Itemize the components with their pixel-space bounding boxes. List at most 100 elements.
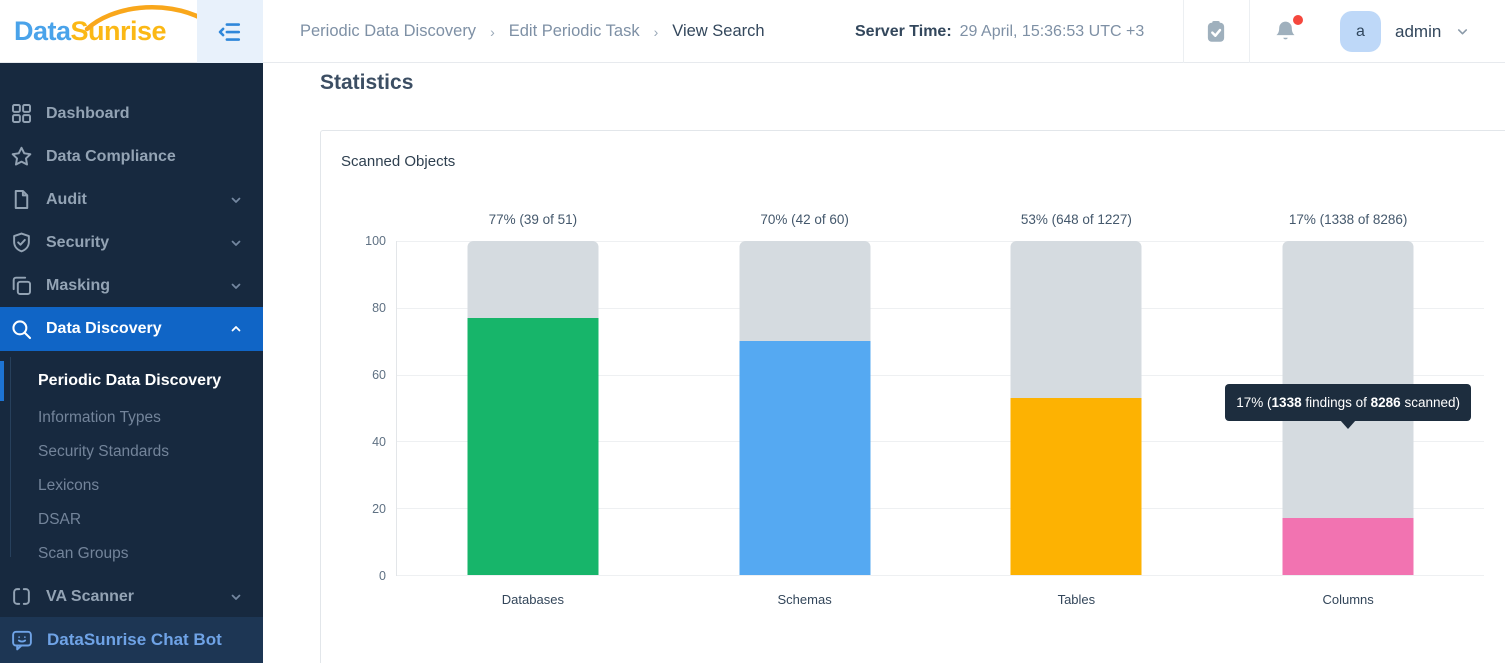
y-axis-tick-label: 60	[372, 368, 386, 382]
sidebar-subitem-scan-groups[interactable]: Scan Groups	[0, 537, 263, 571]
bar-column-tables: 53% (648 of 1227) Tables	[941, 212, 1213, 607]
bar-track[interactable]	[467, 241, 599, 575]
tooltip-text: scanned)	[1400, 395, 1460, 410]
clipboard-check-icon	[1207, 20, 1225, 42]
sidebar-subitem-security-standards[interactable]: Security Standards	[0, 435, 263, 469]
gridline	[397, 441, 1484, 443]
gridline	[397, 307, 1484, 309]
bar-category-label: Schemas	[777, 592, 832, 607]
sidebar-item-security[interactable]: Security	[0, 221, 263, 264]
sidebar-subitem-periodic-data-discovery[interactable]: Periodic Data Discovery	[0, 361, 263, 401]
tooltip-text: findings of	[1301, 395, 1371, 410]
chart-title: Scanned Objects	[341, 153, 456, 170]
sidebar-subitem-dsar[interactable]: DSAR	[0, 503, 263, 537]
sidebar-item-va-scanner[interactable]: VA Scanner	[0, 575, 263, 618]
bar-track[interactable]	[739, 241, 871, 575]
sidebar-item-audit[interactable]: Audit	[0, 178, 263, 221]
chat-bot-icon	[12, 630, 32, 651]
chevron-up-icon	[231, 326, 241, 332]
breadcrumb-periodic-data-discovery[interactable]: Periodic Data Discovery	[300, 22, 477, 40]
submenu-indent-guide	[10, 357, 11, 557]
search-icon	[12, 319, 32, 339]
sidebar-item-label: Audit	[46, 190, 87, 208]
sidebar-item-label: Data Compliance	[46, 147, 176, 165]
data-discovery-submenu: Periodic Data Discovery Information Type…	[0, 351, 263, 575]
bar-column-databases: 77% (39 of 51) Databases	[397, 212, 669, 607]
scanner-brackets-icon	[13, 588, 30, 605]
sidebar-item-label: Data Discovery	[46, 320, 162, 337]
bar-value-label: 77% (39 of 51)	[488, 212, 578, 227]
notifications-button[interactable]	[1253, 0, 1317, 63]
sidebar-subitem-information-types[interactable]: Information Types	[0, 401, 263, 435]
datasunrise-logo[interactable]: DataSunrise	[14, 16, 167, 47]
bar-fill[interactable]	[1010, 397, 1142, 575]
avatar[interactable]: a	[1340, 11, 1381, 52]
sidebar-item-label: Security	[46, 233, 110, 251]
breadcrumb-edit-periodic-task[interactable]: Edit Periodic Task	[508, 22, 640, 40]
topbar-divider	[1183, 0, 1184, 63]
bell-icon	[1276, 21, 1294, 40]
sidebar: Dashboard Data Compliance Audit Securi	[0, 63, 263, 663]
y-axis-tick-label: 20	[372, 502, 386, 516]
bar-fill[interactable]	[467, 317, 599, 575]
bar-column-columns: 17% (1338 of 8286) Columns 17% (1338 fin…	[1212, 212, 1484, 607]
bar-category-label: Columns	[1322, 592, 1374, 607]
subitem-label: Periodic Data Discovery	[38, 372, 222, 389]
sidebar-item-data-discovery[interactable]: Data Discovery	[0, 307, 263, 351]
breadcrumb-separator-icon: ›	[653, 23, 659, 40]
server-time-label: Server Time:	[855, 22, 952, 40]
sidebar-item-dashboard[interactable]: Dashboard	[0, 92, 263, 135]
document-icon	[14, 190, 29, 209]
gridline	[397, 575, 1484, 576]
bar-category-label: Databases	[501, 592, 564, 607]
sidebar-collapse-button[interactable]	[197, 0, 263, 63]
bar-fill[interactable]	[1282, 518, 1414, 575]
chart-plot: 77% (39 of 51) Databases 70% (42 of 60) …	[396, 212, 1484, 607]
chevron-down-icon	[1458, 29, 1468, 35]
sidebar-item-label: Dashboard	[46, 104, 130, 122]
dashboard-grid-icon	[12, 104, 31, 123]
mask-layers-icon	[12, 276, 31, 295]
subitem-label: Security Standards	[38, 443, 169, 460]
y-axis-tick-label: 100	[365, 234, 386, 248]
gridline	[397, 241, 1484, 242]
user-name: admin	[1395, 21, 1442, 41]
sidebar-item-data-compliance[interactable]: Data Compliance	[0, 135, 263, 178]
bar-value-label: 53% (648 of 1227)	[1020, 212, 1132, 227]
notification-dot	[1293, 15, 1303, 25]
sidebar-subitem-lexicons[interactable]: Lexicons	[0, 469, 263, 503]
sidebar-item-label: Masking	[46, 276, 111, 294]
subitem-label: Lexicons	[38, 477, 100, 494]
user-menu[interactable]: a admin	[1340, 0, 1470, 63]
chart-y-axis: 0 20 40 60 80 100	[321, 234, 386, 583]
logo-text-sunrise: Sunrise	[70, 16, 167, 46]
gridline	[397, 374, 1484, 376]
y-axis-tick-label: 80	[372, 301, 386, 315]
chevron-down-icon	[231, 197, 241, 203]
subitem-label: DSAR	[38, 511, 82, 528]
bar-category-label: Tables	[1057, 592, 1096, 607]
server-time-value: 29 April, 15:36:53 UTC +3	[959, 22, 1145, 40]
avatar-letter: a	[1356, 22, 1365, 40]
y-axis-tick-label: 0	[379, 569, 386, 583]
bar-fill[interactable]	[739, 341, 871, 575]
chart-tooltip: 17% (1338 findings of 8286 scanned)	[1225, 384, 1472, 421]
page-title: Statistics	[320, 71, 414, 94]
bar-value-label: 17% (1338 of 8286)	[1288, 212, 1408, 227]
shield-check-icon	[13, 232, 30, 253]
y-axis-tick-label: 40	[372, 435, 386, 449]
bar-track[interactable]	[1010, 241, 1142, 575]
subitem-label: Scan Groups	[38, 545, 129, 562]
tooltip-findings-count: 1338	[1271, 395, 1302, 410]
tooltip-text: 17% (	[1236, 395, 1272, 410]
star-icon	[11, 146, 32, 166]
main-content: Statistics Scanned Objects 0 20 40 60 80 100 …	[263, 63, 1505, 663]
chat-bot-label: DataSunrise Chat Bot	[47, 630, 222, 649]
sidebar-item-masking[interactable]: Masking	[0, 264, 263, 307]
subitem-label: Information Types	[38, 409, 161, 426]
tasks-button[interactable]	[1184, 0, 1248, 63]
sidebar-item-label: VA Scanner	[46, 587, 135, 605]
bar-value-label: 70% (42 of 60)	[760, 212, 849, 227]
sidebar-item-chat-bot[interactable]: DataSunrise Chat Bot	[0, 617, 263, 663]
